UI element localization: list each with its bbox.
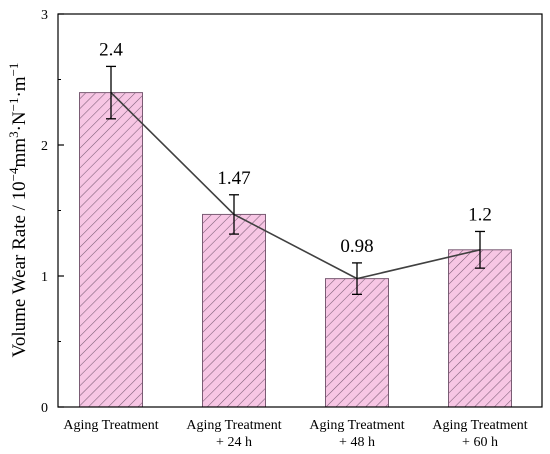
y-tick-label: 1 — [41, 270, 48, 285]
data-label: 2.4 — [99, 39, 123, 60]
bar — [448, 249, 512, 408]
x-tick-label: Aging Treatment — [63, 418, 158, 433]
connecting-line — [110, 92, 481, 280]
error-bar — [229, 194, 239, 235]
bar — [79, 92, 143, 408]
data-label: 1.2 — [468, 204, 492, 225]
x-tick-label: Aging Treatment + 48 h — [309, 418, 404, 450]
bar — [202, 213, 266, 408]
y-axis-title: Volume Wear Rate / 10−4mm3·N−1·m−1 — [6, 63, 30, 358]
y-tick-label: 3 — [41, 8, 48, 23]
error-bar — [352, 262, 362, 295]
error-bar — [106, 65, 116, 120]
data-label: 1.47 — [217, 168, 250, 189]
y-tick-label: 2 — [41, 139, 48, 154]
x-tick-label: Aging Treatment + 60 h — [432, 418, 527, 450]
bar — [325, 278, 389, 408]
data-label: 0.98 — [340, 236, 373, 257]
error-bar — [475, 230, 485, 269]
x-tick-label: Aging Treatment + 24 h — [186, 418, 281, 450]
y-tick-label: 0 — [41, 401, 48, 416]
